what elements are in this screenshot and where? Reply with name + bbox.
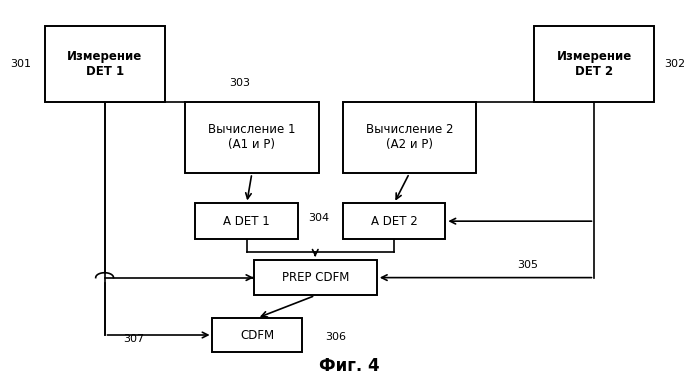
Text: 301: 301 [10, 59, 31, 69]
Text: A DET 2: A DET 2 [370, 215, 417, 228]
Text: PREP CDFM: PREP CDFM [282, 271, 349, 284]
Text: A DET 1: A DET 1 [224, 215, 270, 228]
FancyBboxPatch shape [212, 318, 301, 352]
Text: 303: 303 [229, 78, 250, 88]
Text: 307: 307 [123, 334, 144, 344]
FancyBboxPatch shape [343, 102, 476, 173]
Text: Измерение
DET 1: Измерение DET 1 [67, 50, 142, 78]
FancyBboxPatch shape [196, 203, 298, 239]
Text: 304: 304 [308, 214, 329, 223]
FancyBboxPatch shape [45, 26, 164, 102]
FancyBboxPatch shape [185, 102, 319, 173]
FancyBboxPatch shape [343, 203, 445, 239]
Text: Измерение
DET 2: Измерение DET 2 [557, 50, 632, 78]
Text: CDFM: CDFM [240, 328, 274, 341]
Text: 305: 305 [517, 260, 538, 270]
Text: Вычисление 1
(А1 и P): Вычисление 1 (А1 и P) [208, 123, 296, 151]
Text: 306: 306 [325, 332, 346, 342]
FancyBboxPatch shape [535, 26, 654, 102]
Text: Вычисление 2
(А2 и P): Вычисление 2 (А2 и P) [366, 123, 453, 151]
Text: 302: 302 [664, 59, 686, 69]
Text: Фиг. 4: Фиг. 4 [319, 356, 380, 374]
FancyBboxPatch shape [254, 260, 377, 296]
